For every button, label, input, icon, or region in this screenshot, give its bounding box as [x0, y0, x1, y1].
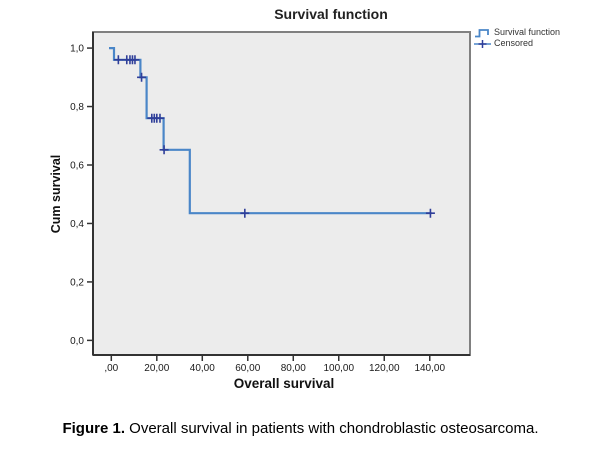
caption-label: Figure 1.	[62, 420, 125, 437]
y-tick-label: 1,0	[70, 44, 84, 55]
x-tick-label: 120,00	[369, 363, 400, 374]
chart-title: Survival function	[274, 6, 388, 22]
x-tick-label: 60,00	[235, 363, 260, 374]
censored-marker	[159, 145, 169, 155]
x-tick-label: 20,00	[144, 363, 169, 374]
x-tick-label: 140,00	[414, 363, 445, 374]
x-tick-label: 100,00	[323, 363, 354, 374]
y-axis-label: Cum survival	[49, 154, 63, 234]
x-tick-label: 80,00	[281, 363, 306, 374]
y-tick-label: 0,8	[70, 102, 84, 113]
censored-marker	[113, 55, 123, 65]
legend-item-censored: Censored	[474, 38, 560, 49]
censored-marker	[130, 55, 140, 65]
x-axis-label: Overall survival	[233, 376, 335, 391]
plus-marker-icon	[474, 39, 491, 48]
x-tick-label: 40,00	[190, 363, 215, 374]
censored-marker	[240, 208, 250, 218]
plot-area	[92, 31, 471, 356]
x-tick-label: ,00	[104, 363, 118, 374]
y-tick-label: 0,4	[70, 219, 84, 230]
y-tick-label: 0,2	[70, 277, 84, 288]
km-survival-plot: ,00 20,00 40,00 60,00 80,00 100,00 120,00 140,0…	[70, 31, 471, 374]
legend-label-survival-function: Survival function	[494, 27, 561, 37]
figure-caption: Figure 1. Overall survival in patients w…	[0, 420, 601, 437]
y-tick-label: 0,0	[70, 336, 84, 347]
legend-item-survival-function: Survival function	[474, 27, 560, 38]
censored-marker	[425, 208, 435, 218]
survival-step-curve	[109, 47, 432, 215]
y-tick-label: 0,6	[70, 161, 84, 172]
caption-text: Overall survival in patients with chondr…	[124, 420, 539, 437]
censored-marker	[155, 113, 165, 123]
censored-marker	[137, 72, 147, 82]
legend-label-censored: Censored	[494, 38, 534, 48]
step-line-icon	[475, 28, 489, 37]
chart-legend: Survival function Censored	[474, 27, 560, 49]
